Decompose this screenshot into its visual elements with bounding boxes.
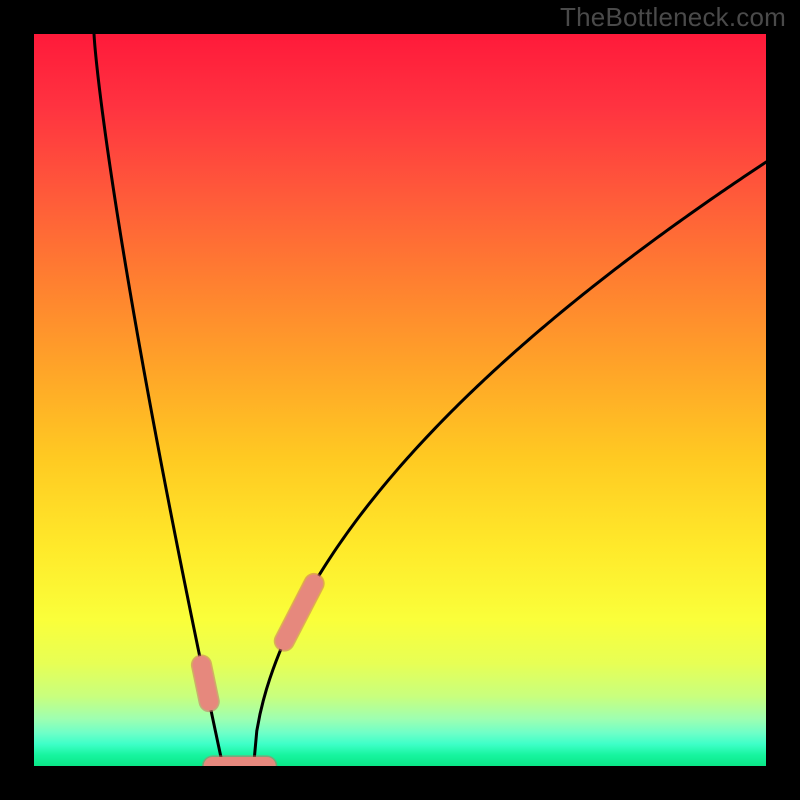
chart-stage: TheBottleneck.com	[0, 0, 800, 800]
curves-layer	[34, 34, 766, 766]
marker-left-0	[202, 665, 210, 702]
watermark-text: TheBottleneck.com	[560, 2, 786, 33]
plot-area	[34, 34, 766, 766]
curve-right	[254, 162, 766, 766]
marker-right-1	[284, 584, 314, 642]
